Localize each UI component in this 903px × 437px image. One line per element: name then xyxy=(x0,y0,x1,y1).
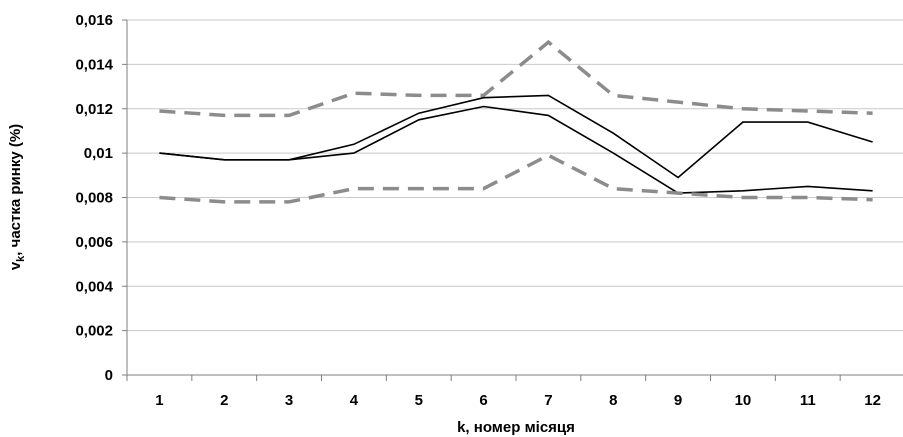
series-line-4-dashed xyxy=(159,153,873,204)
x-tick-label: 2 xyxy=(220,392,228,409)
y-tick-label: 0,002 xyxy=(75,323,113,340)
x-tick-label: 10 xyxy=(735,392,752,409)
series-line-2-solid xyxy=(159,94,873,179)
series-lines xyxy=(159,39,873,204)
gridlines xyxy=(122,19,903,376)
y-tick-labels: 0 0,002 0,004 0,006 0,008 0,01 0,012 0,014 0,016 xyxy=(75,12,113,384)
x-tick-label: 6 xyxy=(479,392,487,409)
y-axis-title-rest: , частка ринку (%) xyxy=(7,124,24,256)
x-axis-title: k, номер місяця xyxy=(457,419,575,436)
x-tick-label: 7 xyxy=(544,392,552,409)
y-axis-title-subscript: k xyxy=(15,255,27,262)
y-tick-label: 0,01 xyxy=(84,145,113,162)
y-axis-title: vk, частка ринку (%) xyxy=(7,124,27,270)
x-tick-label: 12 xyxy=(864,392,881,409)
y-tick-label: 0,008 xyxy=(75,190,113,207)
x-tick-label: 11 xyxy=(800,392,816,409)
x-tick-label: 9 xyxy=(674,392,682,409)
y-tick-label: 0,012 xyxy=(75,101,113,118)
axes xyxy=(126,20,903,381)
series-line-3-solid xyxy=(159,105,873,194)
y-tick-label: 0,006 xyxy=(75,234,113,251)
y-tick-label: 0,004 xyxy=(75,278,113,295)
x-tick-label: 5 xyxy=(415,392,423,409)
x-tick-label: 4 xyxy=(350,392,359,409)
x-tick-label: 1 xyxy=(155,392,163,409)
x-tick-labels: 1 2 3 4 5 6 7 8 9 10 11 12 xyxy=(155,392,881,409)
series-line-1-dashed xyxy=(159,39,873,118)
y-axis-title-main: v xyxy=(7,261,24,270)
y-tick-label: 0,016 xyxy=(75,12,113,29)
y-tick-label: 0 xyxy=(105,367,113,384)
x-tick-label: 3 xyxy=(285,392,293,409)
x-tick-label: 8 xyxy=(609,392,617,409)
y-tick-label: 0,014 xyxy=(75,56,113,73)
